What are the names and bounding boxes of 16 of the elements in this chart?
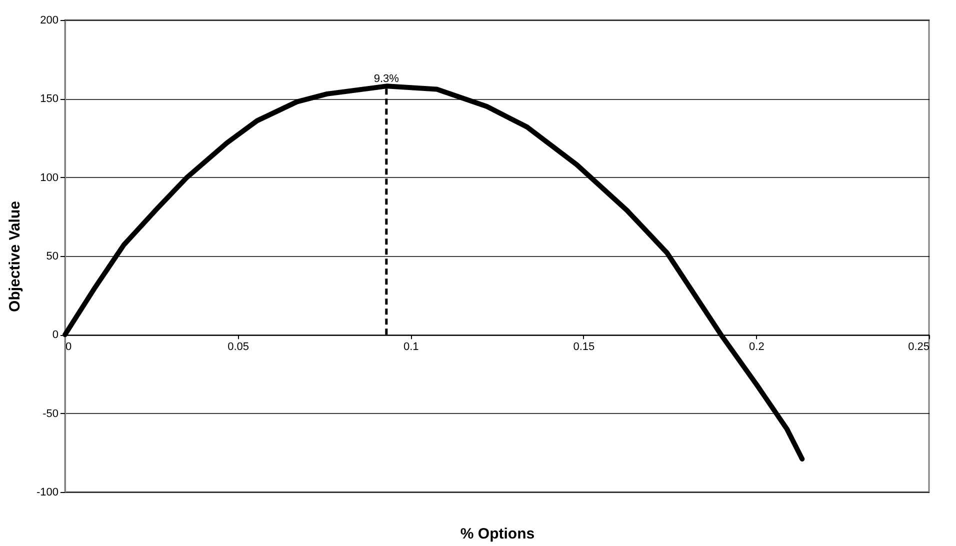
y-tick-label: 150 <box>40 93 58 106</box>
y-axis-title: Objective Value <box>6 201 24 312</box>
ref-line-label: 9.3% <box>374 73 400 86</box>
y-tick-label: 100 <box>40 172 58 184</box>
y-tick-label: 0 <box>52 329 58 342</box>
y-tick-label: 50 <box>46 250 58 262</box>
x-tick-label: 0.25 <box>908 341 930 354</box>
y-tick-label: 200 <box>40 14 58 26</box>
x-tick-label: 0.1 <box>403 341 419 354</box>
x-tick-label: 0 <box>66 341 72 354</box>
y-tick-label: -100 <box>36 486 58 498</box>
x-tick-label: 0.05 <box>228 341 250 354</box>
y-tick-label: -50 <box>42 408 58 420</box>
x-tick-label: 0.15 <box>573 341 595 354</box>
x-axis-title: % Options <box>460 526 535 542</box>
x-tick-label: 0.2 <box>749 341 764 354</box>
